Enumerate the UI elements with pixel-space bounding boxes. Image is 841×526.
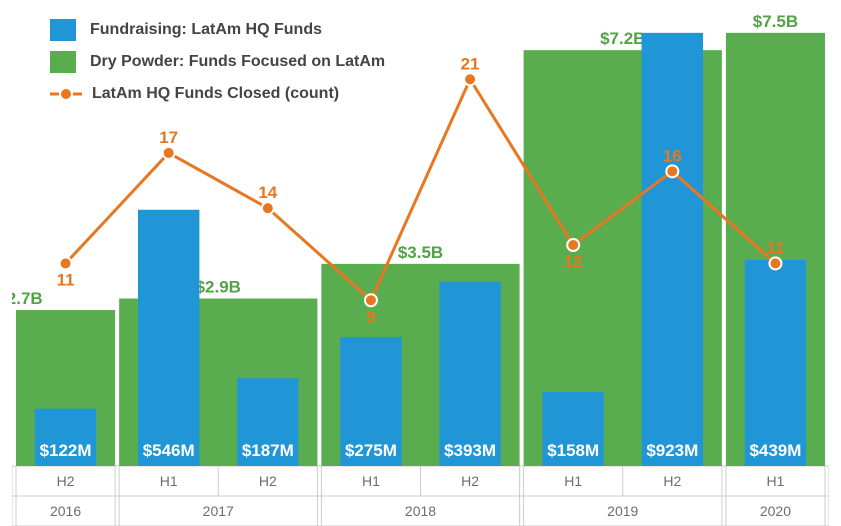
orange-marker <box>163 147 175 159</box>
axis-half-label: H1 <box>766 473 784 489</box>
axis-half-label: H1 <box>362 473 380 489</box>
green-bar-label: $7.2B <box>600 29 645 48</box>
orange-point-label: 11 <box>57 270 75 289</box>
orange-marker <box>365 294 377 306</box>
axis-half-label: H2 <box>57 473 75 489</box>
blue-bar-label: $393M <box>444 441 496 460</box>
orange-marker <box>464 73 476 85</box>
orange-point-label: 12 <box>564 252 583 271</box>
orange-point-label: 11 <box>766 238 784 257</box>
chart-container: Fundraising: LatAm HQ Funds Dry Powder: … <box>0 0 841 526</box>
orange-point-label: 16 <box>663 146 682 165</box>
green-bar-label: $2.7B <box>12 289 43 308</box>
orange-point-label: 21 <box>461 54 480 73</box>
orange-marker <box>769 257 781 269</box>
blue-bar <box>642 33 703 466</box>
orange-marker <box>567 239 579 251</box>
blue-bar-label: $158M <box>547 441 599 460</box>
orange-point-label: 9 <box>366 307 375 326</box>
orange-marker <box>666 165 678 177</box>
orange-marker <box>60 257 72 269</box>
orange-point-label: 14 <box>258 183 277 202</box>
axis-half-label: H1 <box>564 473 582 489</box>
blue-bar <box>138 210 199 466</box>
axis-year-label: 2019 <box>607 503 638 519</box>
blue-bar-label: $187M <box>242 441 294 460</box>
blue-bar <box>745 260 806 466</box>
axis-half-label: H2 <box>259 473 277 489</box>
axis-half-label: H1 <box>160 473 178 489</box>
chart-plot: $2.7B $2.9B $3.5B $7.2B $7.5B $122M $546M $187M… <box>12 12 829 526</box>
blue-bar-label: $439M <box>749 441 801 460</box>
blue-bar <box>439 282 500 466</box>
blue-bar-label: $546M <box>143 441 195 460</box>
axis-year-label: 2018 <box>405 503 436 519</box>
axis-half-label: H2 <box>461 473 479 489</box>
green-bar-label: $3.5B <box>398 243 443 262</box>
axis-year-label: 2020 <box>760 503 791 519</box>
orange-point-label: 17 <box>159 128 178 147</box>
axis-year-label: 2017 <box>203 503 234 519</box>
green-bar-label: $2.9B <box>196 278 241 297</box>
axis-half-label: H2 <box>663 473 681 489</box>
axis-year-label: 2016 <box>50 503 81 519</box>
blue-bar-label: $122M <box>40 441 92 460</box>
blue-bar-label: $923M <box>646 441 698 460</box>
orange-marker <box>262 202 274 214</box>
blue-bar-label: $275M <box>345 441 397 460</box>
green-bar-label: $7.5B <box>753 12 798 31</box>
